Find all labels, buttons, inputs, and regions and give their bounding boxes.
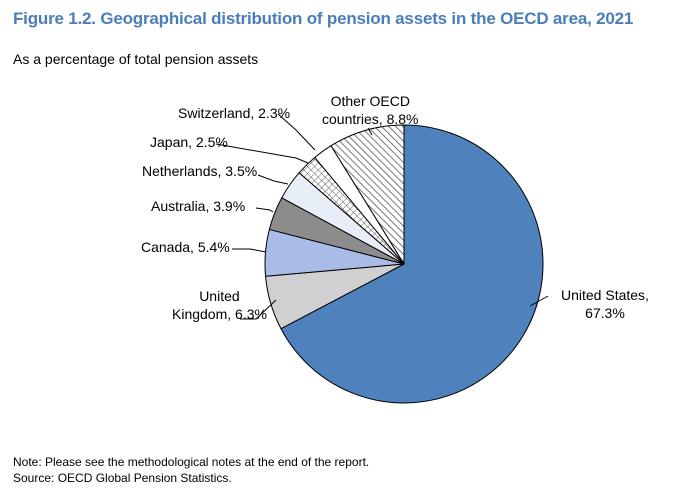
- leader-line-canada: [232, 248, 267, 253]
- source-text: Source: OECD Global Pension Statistics.: [13, 471, 232, 485]
- slice-label-other-oecd-countries: Other OECD countries, 8.8%: [322, 93, 419, 127]
- slice-label-australia: Australia, 3.9%: [151, 198, 245, 214]
- leader-line-netherlands: [257, 174, 289, 185]
- slice-label-line: United States,: [561, 287, 649, 303]
- pie-slices: [264, 124, 544, 404]
- slice-label-united-states: United States, 67.3%: [561, 287, 649, 321]
- pie-slice-other-oecd-countries: [330, 124, 405, 265]
- slice-label-switzerland: Switzerland, 2.3%: [178, 105, 290, 121]
- slice-label-canada: Canada, 5.4%: [141, 239, 230, 255]
- slice-label-line: Other OECD: [331, 93, 410, 109]
- slice-label-line: Canada, 5.4%: [141, 239, 230, 255]
- slice-label-line: 67.3%: [585, 305, 625, 321]
- slice-label-line: Japan, 2.5%: [150, 134, 228, 150]
- slice-label-line: Netherlands, 3.5%: [142, 163, 257, 179]
- chart-title: Figure 1.2. Geographical distribution of…: [13, 9, 634, 28]
- leader-line-switzerland: [277, 113, 316, 151]
- slice-label-line: United: [199, 288, 239, 304]
- slice-label-netherlands: Netherlands, 3.5%: [142, 163, 257, 179]
- leader-line-united-kingdom: [240, 299, 277, 320]
- leader-line-united-states: [529, 295, 549, 307]
- pie-slice-united-states: [280, 124, 544, 404]
- slice-label-line: Australia, 3.9%: [151, 198, 245, 214]
- slice-label-line: countries, 8.8%: [322, 111, 419, 127]
- slice-label-line: Switzerland, 2.3%: [178, 105, 290, 121]
- slice-label-line: Kingdom, 6.3%: [172, 306, 267, 322]
- note-text: Note: Please see the methodological note…: [13, 455, 370, 469]
- leader-lines: [215, 113, 549, 320]
- leader-line-australia: [255, 207, 274, 213]
- leader-line-japan: [215, 143, 309, 164]
- slice-label-united-kingdom: United Kingdom, 6.3%: [172, 288, 267, 322]
- notes-block: Note: Please see the methodological note…: [13, 454, 369, 486]
- slice-labels: United States, 67.3% United Kingdom, 6.3% Ca…: [141, 93, 649, 322]
- chart-subtitle: As a percentage of total pension assets: [13, 51, 259, 67]
- slice-label-japan: Japan, 2.5%: [150, 134, 228, 150]
- leader-line-other-oecd-countries: [367, 127, 373, 136]
